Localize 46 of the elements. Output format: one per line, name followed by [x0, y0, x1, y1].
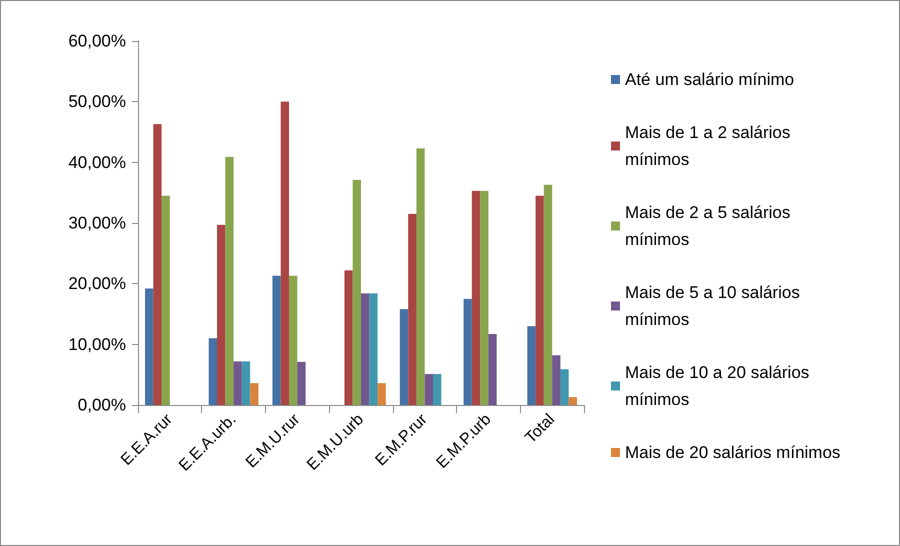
bar — [568, 397, 577, 405]
bar — [464, 298, 472, 405]
bar — [352, 180, 361, 405]
bar — [488, 334, 497, 405]
bar — [344, 270, 353, 405]
bar — [289, 276, 298, 405]
bar — [280, 102, 290, 405]
y-tick-label: 20,00% — [68, 274, 126, 294]
bar — [378, 383, 386, 405]
bar — [424, 374, 433, 405]
legend-label: Mais de 10 a 20 salários mínimos — [625, 363, 814, 409]
bar — [272, 276, 281, 405]
bar — [208, 338, 218, 405]
legend-label: Mais de 1 a 2 salários mínimos — [625, 123, 796, 169]
bar — [225, 156, 234, 405]
legend-label: Mais de 20 salários mínimos — [625, 443, 840, 462]
bar — [527, 326, 536, 405]
y-tick-label: 10,00% — [68, 334, 126, 354]
bar — [416, 148, 425, 405]
bar — [145, 288, 154, 405]
bar — [297, 362, 306, 405]
y-tick-label: 50,00% — [68, 92, 126, 112]
y-tick-label: 30,00% — [68, 214, 126, 232]
bar — [153, 124, 162, 405]
bar — [217, 224, 226, 405]
y-tick-label: 60,00% — [68, 32, 126, 50]
y-tick-label: 0,00% — [78, 396, 126, 414]
bar — [432, 374, 442, 405]
bar — [408, 214, 416, 405]
bar — [560, 369, 569, 405]
bar — [369, 293, 378, 405]
bar — [536, 196, 544, 405]
y-tick-label: 40,00% — [68, 152, 126, 172]
bar — [480, 190, 488, 405]
legend-label: Mais de 5 a 10 salários mínimos — [625, 283, 805, 329]
bar — [242, 361, 250, 405]
bar — [544, 184, 552, 405]
bar — [234, 361, 242, 405]
bar — [162, 196, 170, 405]
bar — [552, 355, 560, 405]
bar — [472, 190, 480, 405]
legend-label: Até um salário mínimo — [625, 70, 794, 89]
bar — [250, 383, 258, 405]
bar — [361, 293, 370, 405]
legend-label: Mais de 2 a 5 salários mínimos — [625, 203, 796, 249]
bar — [400, 309, 408, 405]
